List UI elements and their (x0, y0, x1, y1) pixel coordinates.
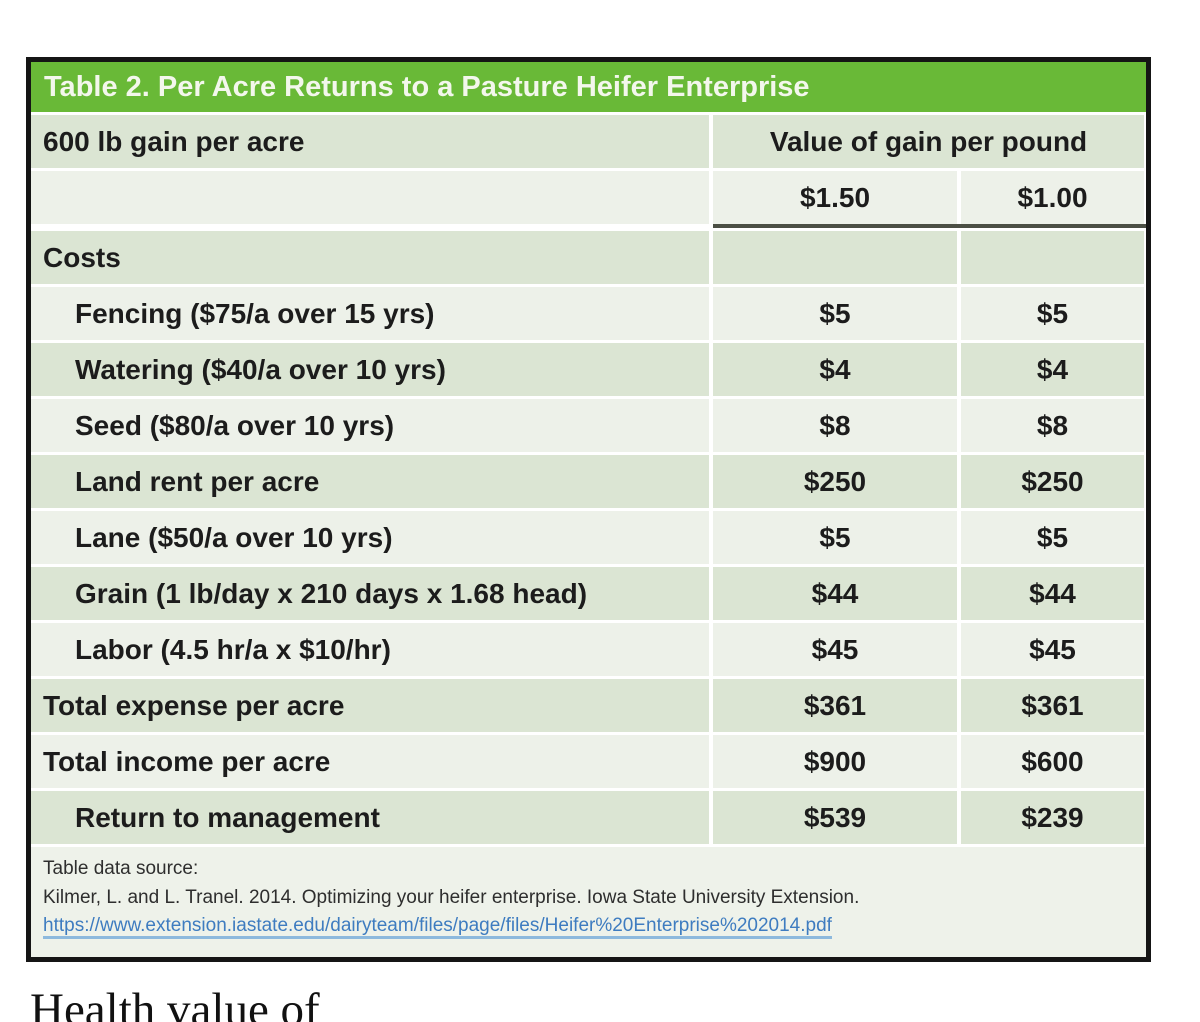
column-header-150: $1.50 (713, 171, 957, 224)
row-label: Land rent per acre (31, 455, 709, 508)
table-row: Total expense per acre $361 $361 (31, 679, 1146, 732)
source-citation: Kilmer, L. and L. Tranel. 2014. Optimizi… (43, 886, 860, 908)
row-value-1: $539 (713, 791, 957, 844)
table-row: Return to management $539 $239 (31, 791, 1146, 844)
row-value-1: $900 (713, 735, 957, 788)
row-value-2: $361 (961, 679, 1144, 732)
table-row: Lane ($50/a over 10 yrs) $5 $5 (31, 511, 1146, 564)
header-group-label: Value of gain per pound (713, 115, 1144, 168)
row-value-1: $45 (713, 623, 957, 676)
row-value-2: $44 (961, 567, 1144, 620)
row-value-2: $600 (961, 735, 1144, 788)
table-source-block: Table data source: Kilmer, L. and L. Tra… (31, 847, 1146, 957)
table-row: Costs (31, 231, 1146, 284)
row-label: Seed ($80/a over 10 yrs) (31, 399, 709, 452)
row-label: Return to management (31, 791, 709, 844)
rule-bar (713, 224, 1146, 228)
row-value-1: $8 (713, 399, 957, 452)
table-row: Fencing ($75/a over 15 yrs) $5 $5 (31, 287, 1146, 340)
subheader-empty-cell (31, 171, 709, 224)
row-value-2: $5 (961, 511, 1144, 564)
header-row-label: 600 lb gain per acre (31, 115, 709, 168)
returns-table: Table 2. Per Acre Returns to a Pasture H… (26, 57, 1151, 962)
row-value-1: $44 (713, 567, 957, 620)
table-subheader-row: $1.50 $1.00 (31, 171, 1146, 224)
row-label: Labor (4.5 hr/a x $10/hr) (31, 623, 709, 676)
source-link[interactable]: https://www.extension.iastate.edu/dairyt… (43, 915, 832, 939)
table-title: Table 2. Per Acre Returns to a Pasture H… (31, 62, 1146, 112)
table-row: Total income per acre $900 $600 (31, 735, 1146, 788)
table-row: Watering ($40/a over 10 yrs) $4 $4 (31, 343, 1146, 396)
row-label: Total expense per acre (31, 679, 709, 732)
row-value-2: $4 (961, 343, 1144, 396)
row-label: Costs (31, 231, 709, 284)
row-value-1 (713, 231, 957, 284)
row-value-1: $250 (713, 455, 957, 508)
rule-spacer (31, 224, 713, 228)
row-label: Watering ($40/a over 10 yrs) (31, 343, 709, 396)
subheader-rule (31, 224, 1146, 228)
table-row: Grain (1 lb/day x 210 days x 1.68 head) … (31, 567, 1146, 620)
source-prefix: Table data source: (43, 858, 199, 879)
table-row: Seed ($80/a over 10 yrs) $8 $8 (31, 399, 1146, 452)
column-header-100: $1.00 (961, 171, 1144, 224)
table-header-row: 600 lb gain per acre Value of gain per p… (31, 115, 1146, 168)
clipped-section-heading: Health value of (30, 984, 320, 1022)
row-value-2: $45 (961, 623, 1144, 676)
row-label: Fencing ($75/a over 15 yrs) (31, 287, 709, 340)
row-label: Total income per acre (31, 735, 709, 788)
row-value-2: $239 (961, 791, 1144, 844)
row-value-1: $361 (713, 679, 957, 732)
row-value-2 (961, 231, 1144, 284)
row-value-1: $4 (713, 343, 957, 396)
row-value-2: $250 (961, 455, 1144, 508)
table-row: Land rent per acre $250 $250 (31, 455, 1146, 508)
row-value-1: $5 (713, 511, 957, 564)
row-value-2: $8 (961, 399, 1144, 452)
row-label: Lane ($50/a over 10 yrs) (31, 511, 709, 564)
table-row: Labor (4.5 hr/a x $10/hr) $45 $45 (31, 623, 1146, 676)
row-value-2: $5 (961, 287, 1144, 340)
table-grid: 600 lb gain per acre Value of gain per p… (31, 112, 1146, 957)
row-label: Grain (1 lb/day x 210 days x 1.68 head) (31, 567, 709, 620)
row-value-1: $5 (713, 287, 957, 340)
